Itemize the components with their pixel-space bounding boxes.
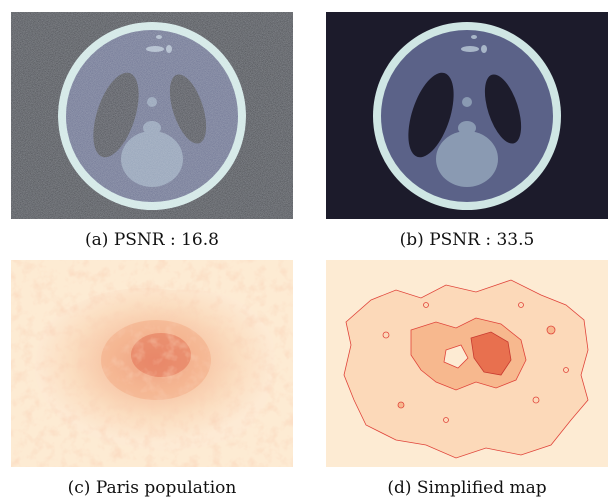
noisy-phantom-image [11, 12, 293, 219]
simplified-map [326, 260, 608, 467]
panel-c-paris-population [11, 260, 293, 467]
caption-d: (d) Simplified map [387, 478, 547, 498]
panel-b-denoised-phantom [326, 12, 608, 219]
panel-d-simplified-map [326, 260, 608, 467]
panel-a-noisy-phantom [11, 12, 293, 219]
caption-a: (a) PSNR : 16.8 [85, 230, 219, 250]
caption-c: (c) Paris population [67, 478, 237, 498]
caption-b: (b) PSNR : 33.5 [399, 230, 535, 250]
denoised-phantom-image [326, 12, 608, 219]
population-heatmap [11, 260, 293, 467]
